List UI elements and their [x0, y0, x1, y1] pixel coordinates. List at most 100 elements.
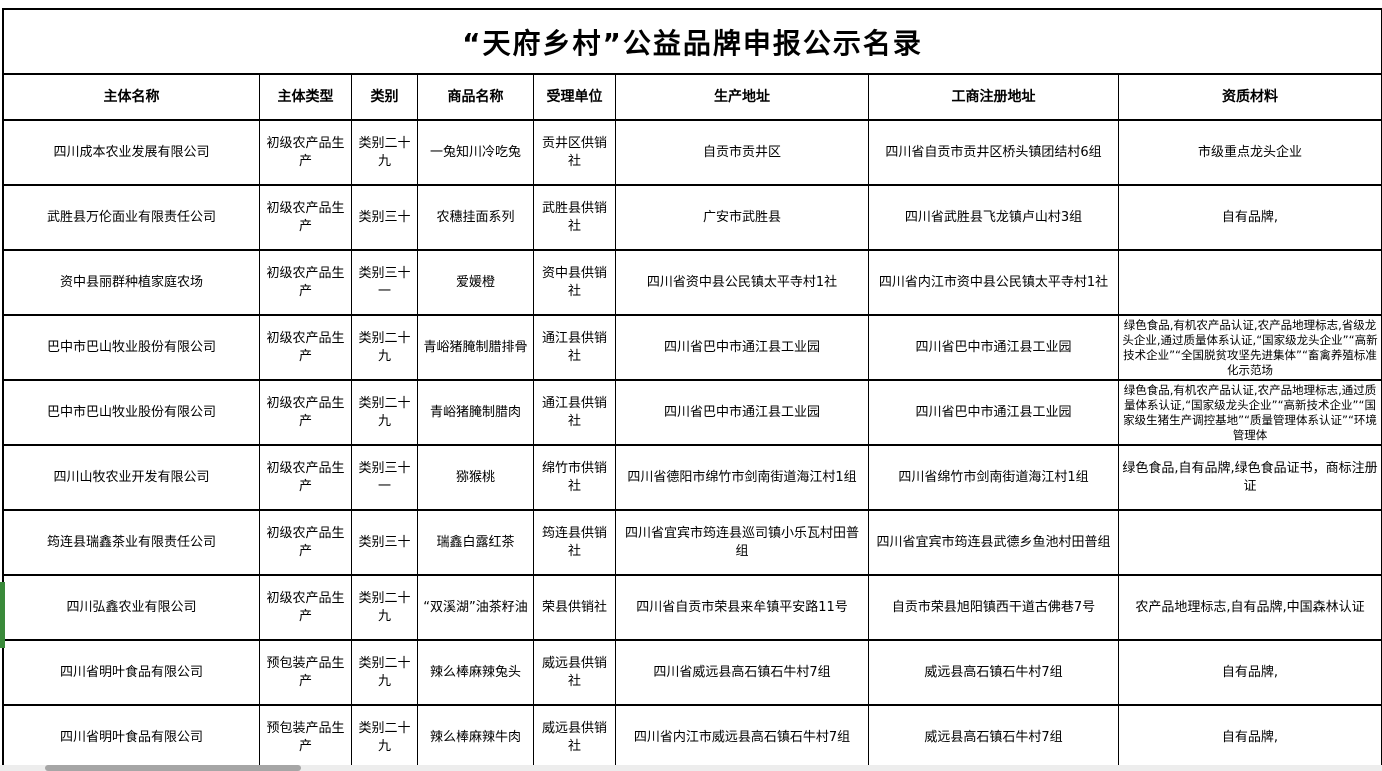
cell-qual[interactable]: 绿色食品,有机农产品认证,农产品地理标志,通过质量体系认证,“国家级龙头企业”“…: [1123, 382, 1377, 442]
column-header-product[interactable]: 商品名称: [418, 75, 534, 119]
cell-category[interactable]: 类别二十九: [352, 316, 418, 379]
column-header-prod-addr[interactable]: 生产地址: [616, 75, 869, 119]
cell-name[interactable]: 巴中市巴山牧业股份有限公司: [4, 316, 260, 379]
cell-qual[interactable]: 绿色食品,有机农产品认证,农产品地理标志,省级龙头企业,通过质量体系认证,“国家…: [1122, 317, 1378, 377]
cell-name[interactable]: 四川省明叶食品有限公司: [4, 706, 260, 769]
table-row: 四川山牧农业开发有限公司 初级农产品生产 类别三十一 猕猴桃 绵竹市供销社 四川…: [4, 446, 1381, 511]
cell-unit[interactable]: 威远县供销社: [534, 641, 616, 704]
cell-reg-addr[interactable]: 四川省巴中市通江县工业园: [869, 381, 1119, 444]
column-header-name[interactable]: 主体名称: [4, 75, 260, 119]
cell-prod-addr[interactable]: 四川省内江市威远县高石镇石牛村7组: [616, 706, 869, 769]
cell-product[interactable]: 爱媛橙: [418, 251, 534, 314]
cell-category[interactable]: 类别三十一: [352, 446, 418, 509]
cell-category[interactable]: 类别二十九: [352, 121, 418, 184]
cell-product[interactable]: 农穗挂面系列: [418, 186, 534, 249]
cell-type[interactable]: 初级农产品生产: [260, 511, 352, 574]
cell-qual[interactable]: 绿色食品,自有品牌,绿色食品证书，商标注册证: [1122, 460, 1378, 494]
scrollbar-thumb[interactable]: [45, 765, 301, 771]
table-row: 巴中市巴山牧业股份有限公司 初级农产品生产 类别二十九 青峪猪腌制腊肉 通江县供…: [4, 381, 1381, 446]
table-row: 筠连县瑞鑫茶业有限责任公司 初级农产品生产 类别三十 瑞鑫白露红茶 筠连县供销社…: [4, 511, 1381, 576]
cell-prod-addr[interactable]: 广安市武胜县: [616, 186, 869, 249]
cell-unit[interactable]: 威远县供销社: [534, 706, 616, 769]
cell-category[interactable]: 类别二十九: [352, 381, 418, 444]
cell-name[interactable]: 筠连县瑞鑫茶业有限责任公司: [4, 511, 260, 574]
cell-type[interactable]: 初级农产品生产: [260, 121, 352, 184]
cell-product[interactable]: 辣么棒麻辣兔头: [418, 641, 534, 704]
cell-qual[interactable]: [1119, 511, 1381, 574]
cell-category[interactable]: 类别二十九: [352, 706, 418, 769]
cell-category[interactable]: 类别三十: [352, 511, 418, 574]
cell-unit[interactable]: 绵竹市供销社: [534, 446, 616, 509]
cell-product[interactable]: 青峪猪腌制腊肉: [418, 381, 534, 444]
column-header-category[interactable]: 类别: [352, 75, 418, 119]
cell-qual[interactable]: 自有品牌,: [1221, 729, 1279, 745]
cell-reg-addr[interactable]: 威远县高石镇石牛村7组: [869, 641, 1119, 704]
cell-unit[interactable]: 荣县供销社: [534, 576, 616, 639]
cell-product[interactable]: 青峪猪腌制腊排骨: [418, 316, 534, 379]
cell-name[interactable]: 四川成本农业发展有限公司: [4, 121, 260, 184]
table-row-selected: 四川弘鑫农业有限公司 初级农产品生产 类别二十九 “双溪湖”油茶籽油 荣县供销社…: [4, 576, 1381, 641]
cell-prod-addr[interactable]: 四川省自贡市荣县来牟镇平安路11号: [616, 576, 869, 639]
table-row: 四川成本农业发展有限公司 初级农产品生产 类别二十九 一兔知川冷吃兔 贡井区供销…: [4, 121, 1381, 186]
column-header-type[interactable]: 主体类型: [260, 75, 352, 119]
table-row: 四川省明叶食品有限公司 预包装产品生产 类别二十九 辣么棒麻辣牛肉 威远县供销社…: [4, 706, 1381, 769]
cell-product[interactable]: 猕猴桃: [418, 446, 534, 509]
cell-unit[interactable]: 通江县供销社: [534, 316, 616, 379]
cell-reg-addr[interactable]: 四川省巴中市通江县工业园: [869, 316, 1119, 379]
cell-reg-addr[interactable]: 威远县高石镇石牛村7组: [869, 706, 1119, 769]
cell-category[interactable]: 类别二十九: [352, 641, 418, 704]
cell-name[interactable]: 四川山牧农业开发有限公司: [4, 446, 260, 509]
cell-prod-addr[interactable]: 四川省威远县高石镇石牛村7组: [616, 641, 869, 704]
column-header-qual[interactable]: 资质材料: [1222, 88, 1278, 105]
cell-qual[interactable]: 市级重点龙头企业: [1197, 144, 1302, 160]
cell-category[interactable]: 类别三十: [352, 186, 418, 249]
cell-name[interactable]: 巴中市巴山牧业股份有限公司: [4, 381, 260, 444]
cell-type[interactable]: 初级农产品生产: [260, 381, 352, 444]
cell-unit[interactable]: 筠连县供销社: [534, 511, 616, 574]
cell-unit[interactable]: 武胜县供销社: [534, 186, 616, 249]
cell-product[interactable]: 瑞鑫白露红茶: [418, 511, 534, 574]
cell-qual[interactable]: 自有品牌,: [1221, 664, 1279, 680]
cell-unit[interactable]: 贡井区供销社: [534, 121, 616, 184]
cell-prod-addr[interactable]: 四川省宜宾市筠连县巡司镇小乐瓦村田普组: [616, 511, 869, 574]
cell-category[interactable]: 类别二十九: [352, 576, 418, 639]
cell-product[interactable]: 辣么棒麻辣牛肉: [418, 706, 534, 769]
cell-qual[interactable]: [1119, 251, 1381, 314]
cell-category[interactable]: 类别三十一: [352, 251, 418, 314]
cell-name[interactable]: 资中县丽群种植家庭农场: [4, 251, 260, 314]
cell-reg-addr[interactable]: 四川省绵竹市剑南街道海江村1组: [869, 446, 1119, 509]
cell-product[interactable]: “双溪湖”油茶籽油: [418, 576, 534, 639]
cell-reg-addr[interactable]: 四川省内江市资中县公民镇太平寺村1社: [869, 251, 1119, 314]
cell-type[interactable]: 预包装产品生产: [260, 641, 352, 704]
horizontal-scrollbar[interactable]: [0, 765, 1382, 771]
table-row: 资中县丽群种植家庭农场 初级农产品生产 类别三十一 爱媛橙 资中县供销社 四川省…: [4, 251, 1381, 316]
cell-prod-addr[interactable]: 四川省德阳市绵竹市剑南街道海江村1组: [616, 446, 869, 509]
cell-reg-addr[interactable]: 四川省宜宾市筠连县武德乡鱼池村田普组: [869, 511, 1119, 574]
cell-type[interactable]: 预包装产品生产: [260, 706, 352, 769]
cell-type[interactable]: 初级农产品生产: [260, 576, 352, 639]
cell-qual[interactable]: 自有品牌,: [1221, 209, 1279, 225]
cell-reg-addr[interactable]: 四川省自贡市贡井区桥头镇团结村6组: [869, 121, 1119, 184]
cell-name[interactable]: 武胜县万伦面业有限责任公司: [4, 186, 260, 249]
table-row: 武胜县万伦面业有限责任公司 初级农产品生产 类别三十 农穗挂面系列 武胜县供销社…: [4, 186, 1381, 251]
cell-unit[interactable]: 资中县供销社: [534, 251, 616, 314]
cell-qual[interactable]: 农产品地理标志,自有品牌,中国森林认证: [1135, 599, 1365, 615]
column-header-unit[interactable]: 受理单位: [534, 75, 616, 119]
cell-prod-addr[interactable]: 四川省巴中市通江县工业园: [616, 381, 869, 444]
cell-reg-addr[interactable]: 四川省武胜县飞龙镇卢山村3组: [869, 186, 1119, 249]
cell-type[interactable]: 初级农产品生产: [260, 186, 352, 249]
cell-type[interactable]: 初级农产品生产: [260, 251, 352, 314]
cell-unit[interactable]: 通江县供销社: [534, 381, 616, 444]
cell-product[interactable]: 一兔知川冷吃兔: [418, 121, 534, 184]
cell-selection-indicator: [0, 582, 5, 648]
cell-prod-addr[interactable]: 自贡市贡井区: [616, 121, 869, 184]
column-header-reg-addr[interactable]: 工商注册地址: [869, 75, 1119, 119]
cell-type[interactable]: 初级农产品生产: [260, 316, 352, 379]
cell-name[interactable]: 四川弘鑫农业有限公司: [4, 576, 260, 639]
cell-reg-addr[interactable]: 自贡市荣县旭阳镇西干道古佛巷7号: [869, 576, 1119, 639]
public-notice-table: “天府乡村”公益品牌申报公示名录 主体名称 主体类型 类别 商品名称 受理单位 …: [2, 8, 1382, 771]
cell-prod-addr[interactable]: 四川省巴中市通江县工业园: [616, 316, 869, 379]
cell-type[interactable]: 初级农产品生产: [260, 446, 352, 509]
cell-name[interactable]: 四川省明叶食品有限公司: [4, 641, 260, 704]
cell-prod-addr[interactable]: 四川省资中县公民镇太平寺村1社: [616, 251, 869, 314]
